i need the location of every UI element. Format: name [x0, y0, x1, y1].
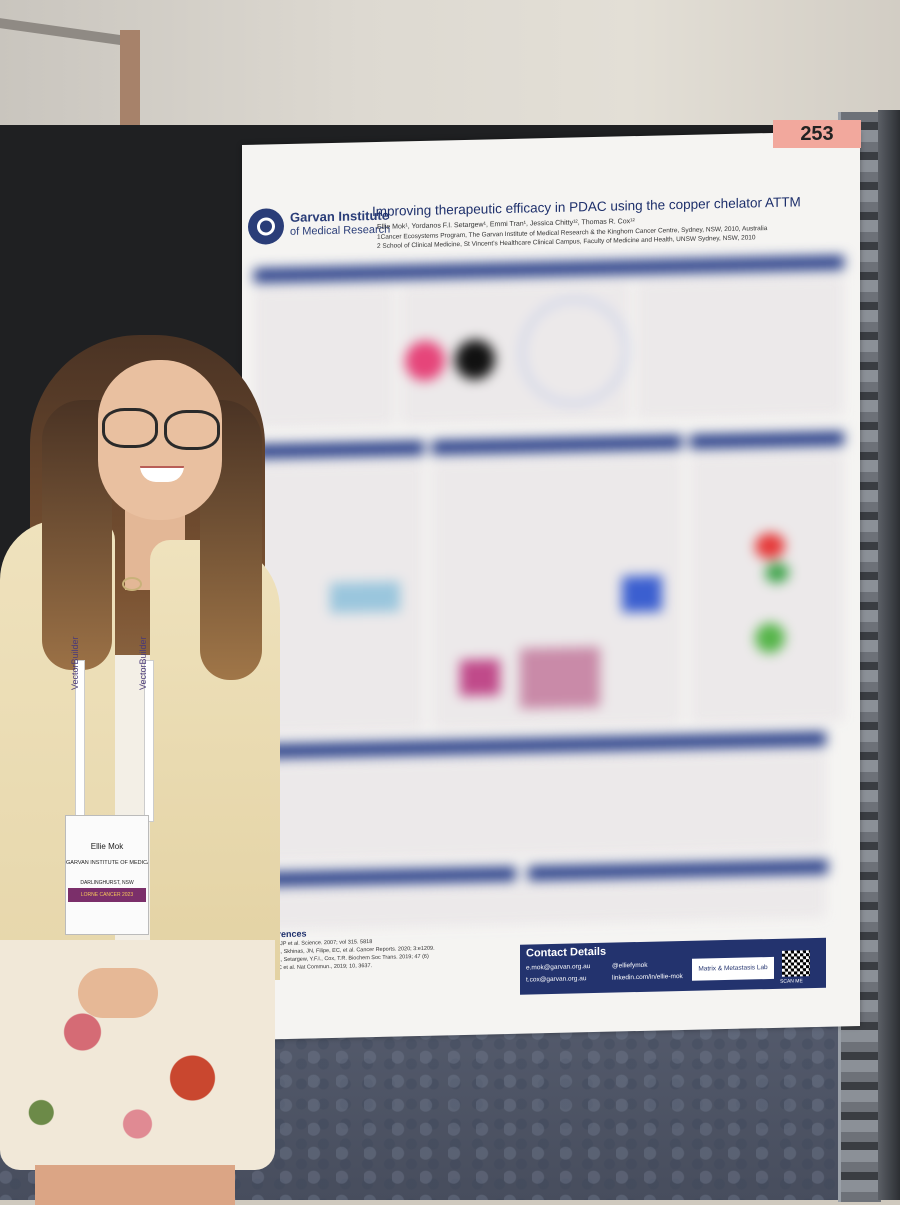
legs	[35, 1165, 235, 1205]
lanyard-strap	[144, 660, 154, 822]
panel	[266, 749, 826, 863]
logo-subtitle: of Medical Research	[290, 223, 391, 238]
lanyard-text: VectorBuilder	[138, 636, 148, 690]
glasses-icon	[102, 408, 158, 448]
garvan-logo-icon	[248, 208, 284, 245]
badge-event: LORNE CANCER 2023	[68, 888, 146, 902]
qr-label: SCAN ME	[780, 978, 803, 985]
heatmap-figure	[330, 581, 400, 614]
poster-body-blurred	[250, 241, 850, 931]
panel-header-bar	[690, 431, 844, 449]
research-poster: Garvan Institute of Medical Research Imp…	[242, 130, 860, 1041]
smile	[140, 466, 184, 482]
contact-linkedin: linkedin.com/in/ellie-mok	[612, 972, 683, 982]
bar-figure	[460, 659, 500, 697]
micrograph-figure	[520, 646, 600, 709]
badge-org: GARVAN INSTITUTE OF MEDICAL RESEARCH	[66, 860, 148, 866]
lab-logo: Matrix & Metastasis Lab	[692, 956, 774, 981]
metal-easel-post-far	[878, 110, 900, 1200]
qr-code-icon	[782, 950, 810, 977]
contact-email-2: t.cox@garvan.org.au	[526, 975, 587, 984]
necklace	[122, 577, 142, 591]
hands	[78, 968, 158, 1018]
panel-header-bar	[254, 440, 424, 459]
panel-header-bar	[432, 435, 682, 455]
lanyard-text: VectorBuilder	[70, 636, 80, 690]
panel	[266, 877, 826, 931]
panel	[254, 285, 394, 429]
panel	[690, 451, 844, 725]
badge-name: Ellie Mok	[90, 842, 124, 851]
bar-figure	[622, 575, 662, 613]
board-number-tag: 253	[773, 120, 861, 148]
contact-details-box: Contact Details e.mok@garvan.org.au t.co…	[520, 937, 826, 995]
poster-header: Garvan Institute of Medical Research Imp…	[242, 131, 860, 255]
glasses-icon	[164, 410, 220, 450]
contact-email-1: e.mok@garvan.org.au	[526, 963, 591, 972]
panel-header-bar	[528, 859, 828, 881]
reference-line: Chitty, JL, Setargew, Y.F.I., Cox, T.R. …	[258, 953, 429, 964]
contact-twitter: @elliefymok	[612, 961, 648, 970]
poster-title: Improving therapeutic efficacy in PDAC u…	[372, 194, 801, 220]
badge-location: DARLINGHURST, NSW	[80, 880, 134, 886]
panel	[636, 275, 844, 421]
panel-header-bar	[266, 866, 516, 887]
contact-title: Contact Details	[526, 945, 607, 960]
name-badge: Ellie Mok GARVAN INSTITUTE OF MEDICAL RE…	[65, 815, 149, 935]
